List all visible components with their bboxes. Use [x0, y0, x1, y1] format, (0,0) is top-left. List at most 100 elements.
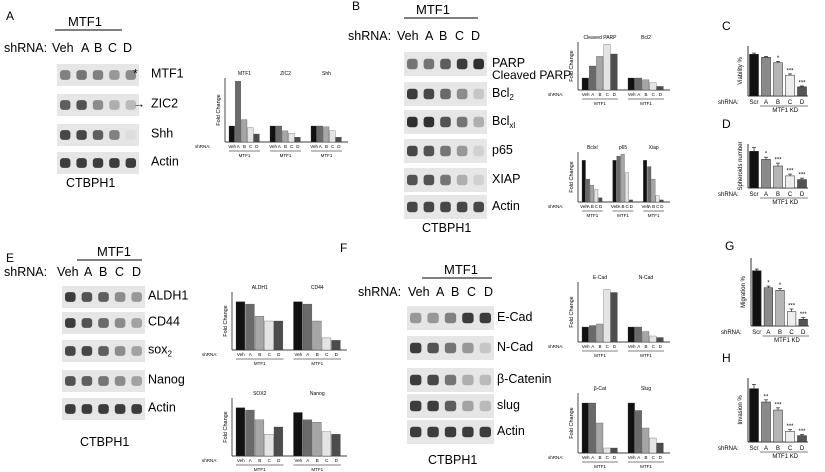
bar: [331, 434, 341, 457]
shrna-label: shRNA:: [348, 29, 391, 43]
tick-label: Veh: [580, 204, 588, 209]
band: [109, 70, 120, 80]
bar: [254, 419, 265, 457]
band: [65, 346, 76, 356]
bar: [761, 401, 771, 443]
bar: [797, 435, 807, 443]
tick-label: B: [284, 144, 287, 149]
bar: [302, 419, 313, 457]
band: [125, 70, 136, 80]
band: [473, 88, 484, 100]
band: [114, 292, 126, 302]
tick-label: Scr: [750, 192, 759, 198]
cell-line-label: CTBPH1: [422, 221, 471, 235]
bar: [797, 86, 807, 97]
band-label: MTF1: [151, 67, 184, 81]
group-title: ALDH1: [252, 285, 268, 291]
band: [92, 158, 104, 168]
bar: [610, 53, 618, 91]
bar: [761, 159, 771, 189]
bar: [656, 337, 664, 343]
band-marker: →: [133, 97, 145, 111]
bar: [310, 125, 317, 143]
band: [410, 426, 422, 438]
bar: [647, 166, 652, 203]
band: [440, 116, 451, 128]
lane-label-b: B: [94, 41, 102, 55]
band-label: PARP: [492, 56, 525, 70]
mtf1-header: MTF1: [416, 2, 450, 17]
band: [76, 158, 87, 168]
tick-label: Veh: [628, 455, 636, 460]
significance-label: ***: [786, 424, 794, 430]
bar: [317, 125, 323, 143]
band: [60, 158, 71, 168]
bar: [749, 151, 759, 189]
group-label: MTF1: [586, 213, 598, 218]
band: [479, 400, 491, 412]
lane-label-c: C: [467, 285, 476, 299]
bar: [787, 311, 797, 327]
band-label-2: Cleaved PARP: [492, 68, 571, 82]
band: [60, 70, 71, 80]
group-label: MTF1: [640, 464, 652, 469]
lane-label-b: B: [99, 265, 107, 279]
band: [98, 346, 109, 356]
tick-label: D: [277, 352, 281, 357]
y-axis-label: Fold Change: [223, 305, 229, 337]
bar: [581, 402, 589, 454]
tick-label: B: [776, 100, 780, 106]
bar: [589, 325, 596, 343]
bar: [254, 316, 265, 351]
band: [423, 201, 435, 213]
bar: [235, 81, 241, 143]
bar: [624, 172, 629, 203]
tick-label: Veh: [294, 352, 302, 357]
tick-label: Veh: [310, 144, 318, 149]
band: [479, 374, 491, 386]
tick-label: D: [660, 204, 664, 209]
bar: [629, 199, 633, 203]
bar: [642, 427, 650, 454]
band-marker: *: [133, 67, 138, 81]
tick-label: D: [659, 455, 663, 460]
lane-label-c: C: [455, 29, 464, 43]
cell-line-label: CTBPH1: [428, 453, 477, 467]
band: [114, 404, 126, 414]
band: [462, 426, 474, 438]
band: [444, 426, 457, 438]
lane-label-d: D: [471, 29, 480, 43]
band: [81, 318, 93, 328]
tick-label: C: [325, 352, 329, 357]
tick-label: D: [277, 458, 281, 463]
band-label: β-Catenin: [497, 372, 551, 386]
bar: [598, 197, 603, 203]
band-label: Bcl2: [492, 86, 514, 102]
band: [444, 312, 457, 324]
band: [456, 58, 468, 70]
band: [444, 374, 457, 386]
tick-label: D: [296, 144, 300, 149]
tick-label: D: [255, 144, 259, 149]
band: [60, 130, 71, 140]
bar: [763, 287, 773, 327]
bar: [321, 431, 332, 457]
group-title: Bclxl: [587, 145, 598, 151]
tick-label: A: [617, 204, 620, 209]
tick-label: C: [331, 144, 335, 149]
tick-label: Veh: [628, 92, 636, 97]
tick-label: A: [637, 344, 640, 349]
bar: [585, 178, 590, 203]
y-axis-label: Fold Change: [569, 407, 575, 439]
tick-label: A: [764, 100, 768, 106]
y-axis-label: Viability %: [738, 57, 744, 85]
band: [444, 342, 457, 354]
bar: [655, 195, 660, 203]
shrna-tick-label: shRNA:: [721, 330, 742, 336]
band: [114, 376, 126, 386]
bar: [603, 289, 611, 343]
band: [131, 346, 142, 356]
group-title: Xiap: [649, 145, 659, 151]
lane-label-d: D: [132, 265, 141, 279]
bar: [288, 133, 295, 143]
